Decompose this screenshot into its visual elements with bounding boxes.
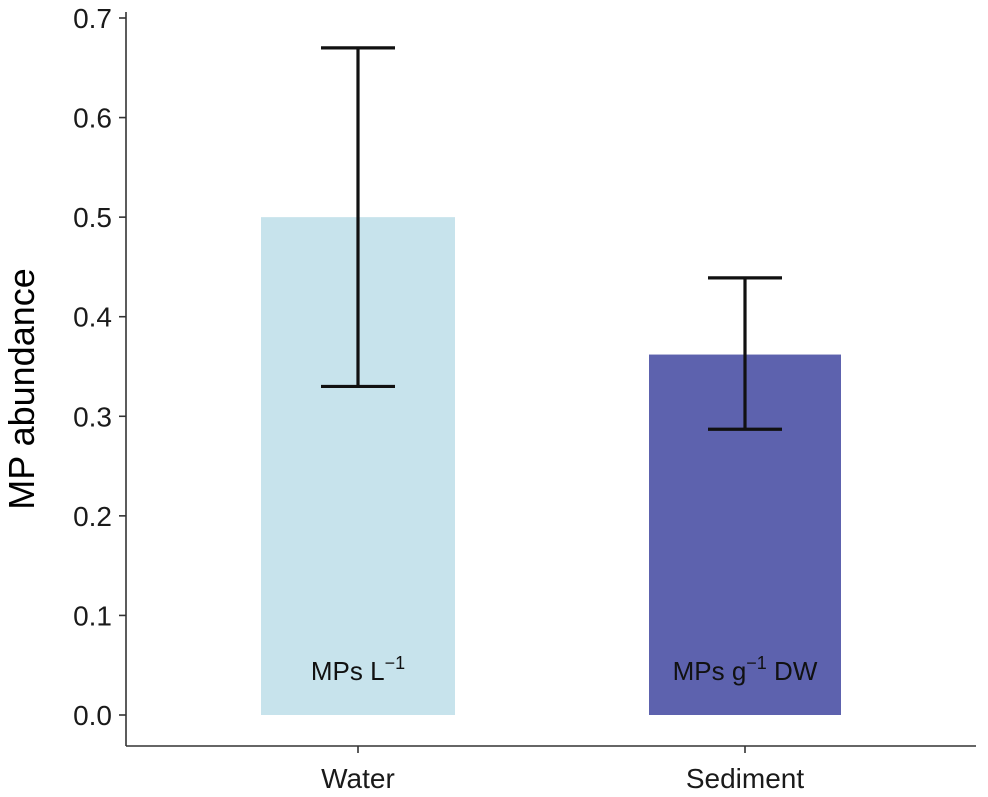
bar-unit-label: MPs g−1 DW <box>673 653 818 686</box>
x-tick-label: Water <box>321 763 395 794</box>
y-tick-label: 0.6 <box>73 103 112 134</box>
y-axis-ticks: 0.0 0.1 0.2 0.3 0.4 0.5 0.6 0.7 <box>73 3 126 731</box>
y-tick-label: 0.2 <box>73 501 112 532</box>
y-tick-label: 0.1 <box>73 600 112 631</box>
y-tick-label: 0.3 <box>73 401 112 432</box>
axes <box>125 12 976 747</box>
x-tick-label: Sediment <box>686 763 805 794</box>
bars: MPs L−1 Water MPs g−1 DW Sediment <box>261 46 841 794</box>
y-tick-label: 0.7 <box>73 3 112 34</box>
y-tick-label: 0.4 <box>73 302 112 333</box>
y-axis-title: MP abundance <box>1 268 42 510</box>
y-tick-label: 0.5 <box>73 202 112 233</box>
bar-unit-label: MPs L−1 <box>311 653 405 686</box>
y-tick-label: 0.0 <box>73 700 112 731</box>
